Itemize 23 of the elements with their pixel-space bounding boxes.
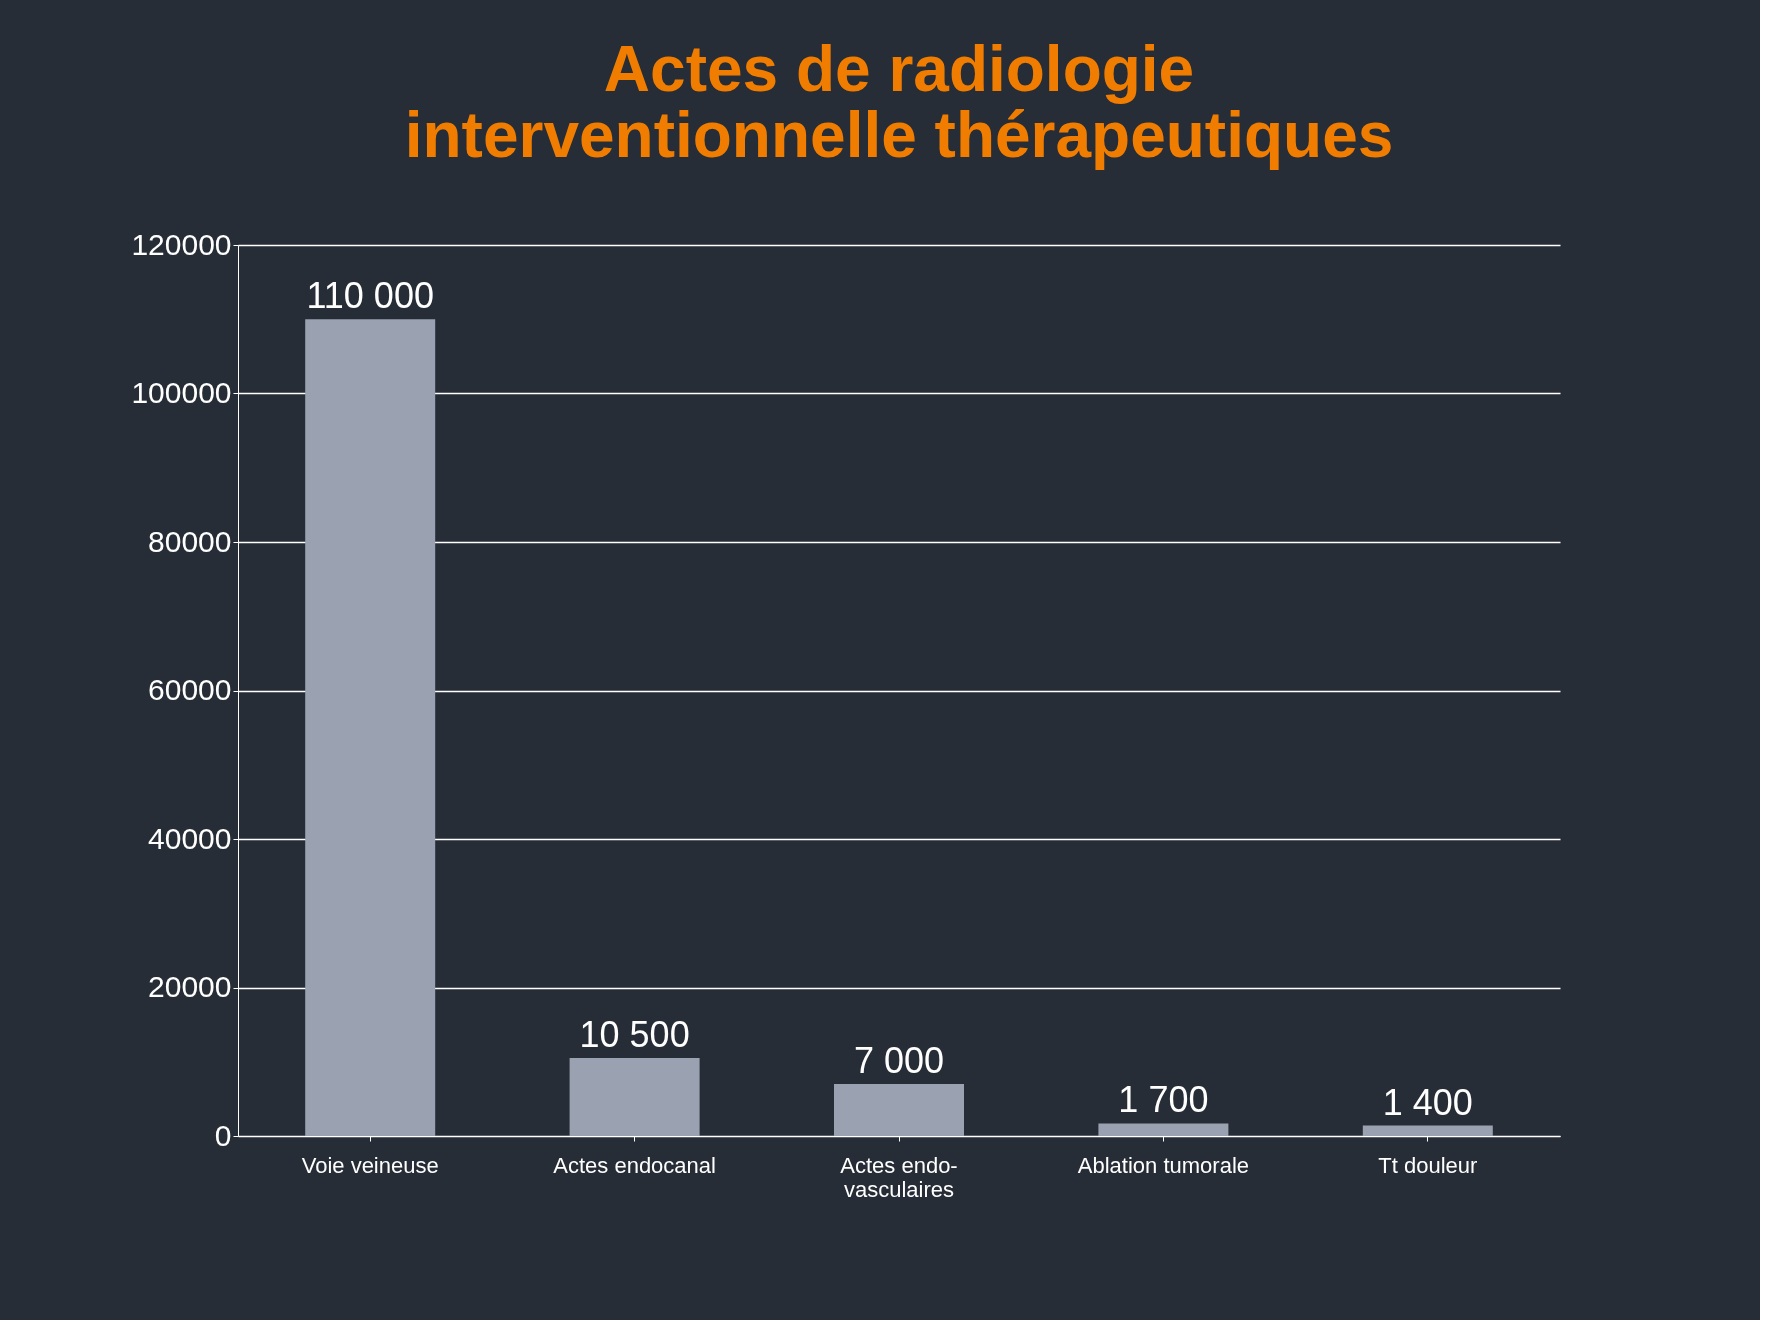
- bar: [569, 1058, 700, 1136]
- x-tick-label: Actes endocanal: [553, 1152, 716, 1178]
- x-tick-label: Voie veineuse: [301, 1152, 439, 1178]
- y-tick-label: 100000: [131, 376, 232, 409]
- chart-title: Actes de radiologie interventionnelle thérapeutiques: [404, 33, 1394, 171]
- y-tick-label: 0: [214, 1118, 232, 1152]
- data-label: 7 000: [853, 1040, 945, 1082]
- y-tick-label: 40000: [148, 821, 232, 855]
- bar: [834, 1084, 964, 1136]
- y-tick-label: 20000: [148, 970, 232, 1003]
- bar: [1362, 1125, 1493, 1136]
- data-label: 1 700: [1118, 1079, 1209, 1121]
- x-tick-label: Actes endo-vasculaires: [840, 1152, 958, 1202]
- bar: [1098, 1123, 1229, 1136]
- x-tick-label: Tt douleur: [1378, 1152, 1478, 1178]
- bar: [305, 319, 436, 1136]
- data-label: 110 000: [306, 275, 434, 317]
- data-label: 1 400: [1382, 1081, 1473, 1123]
- y-tick-label: 80000: [148, 524, 232, 558]
- x-tick-label: Ablation tumorale: [1077, 1152, 1250, 1178]
- data-label: 10 500: [579, 1014, 690, 1056]
- y-tick-label: 120000: [131, 227, 232, 261]
- y-tick-label: 60000: [148, 673, 232, 706]
